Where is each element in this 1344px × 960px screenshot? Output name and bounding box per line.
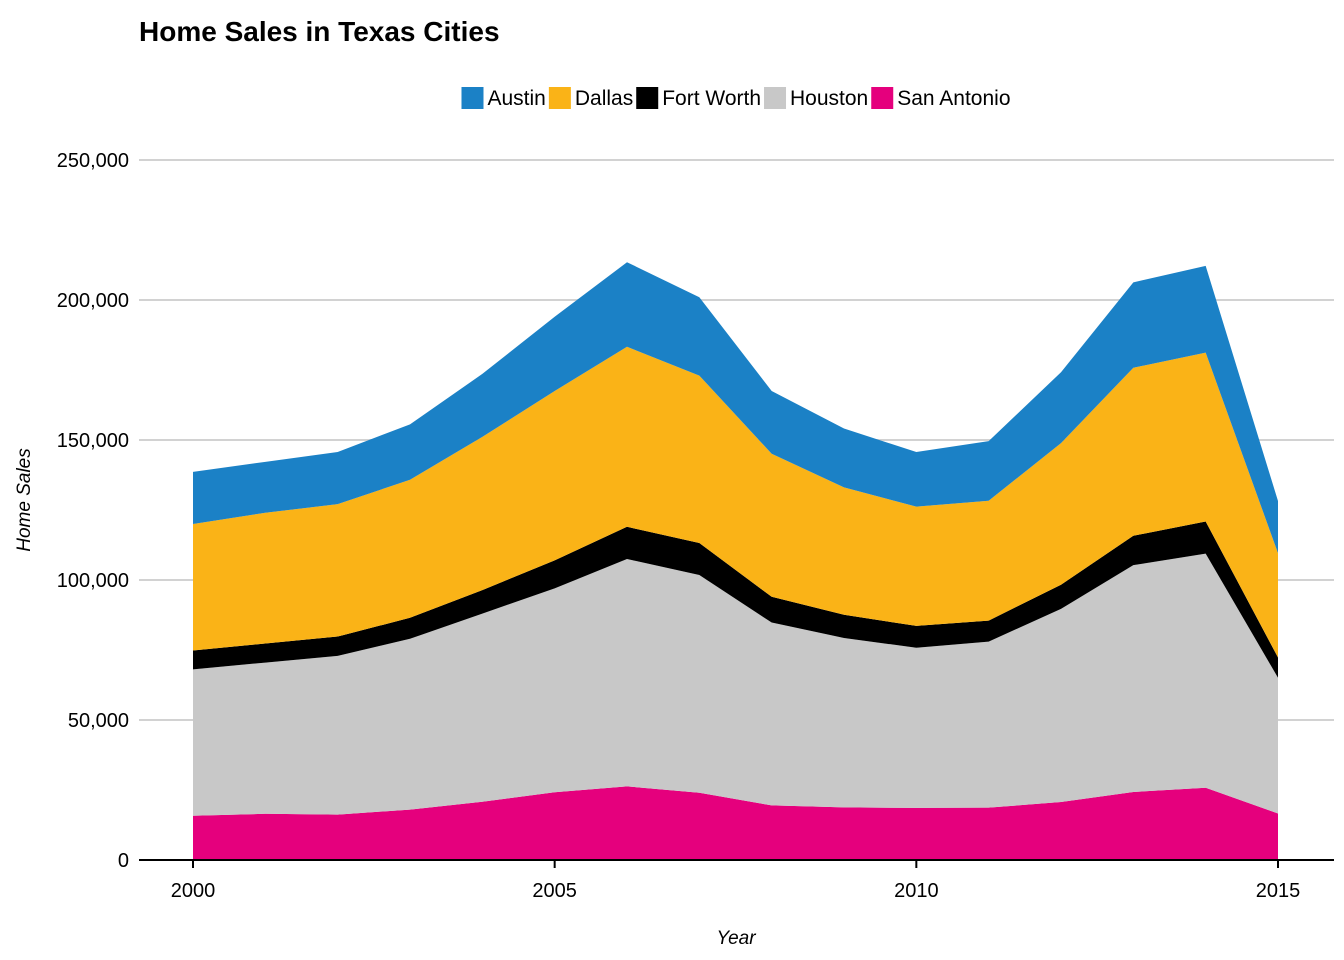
- area-austin: [193, 262, 1278, 554]
- chart-title: Home Sales in Texas Cities: [139, 16, 500, 47]
- legend-label: Fort Worth: [662, 87, 761, 110]
- x-tick-label: 2005: [532, 880, 577, 902]
- y-tick-label: 50,000: [68, 710, 129, 732]
- legend: Austin Dallas Fort Worth Houston San Antonio: [461, 87, 1011, 110]
- legend-swatch: [636, 87, 659, 109]
- y-axis-title: Home Sales: [14, 448, 35, 552]
- area-series: [193, 262, 1278, 860]
- legend-item-san-antonio: San Antonio: [871, 87, 1011, 110]
- y-tick-labels: 0 50,000 100,000 150,000 200,000 250,000: [57, 150, 129, 872]
- area-houston: [193, 553, 1278, 816]
- legend-label: Austin: [487, 87, 545, 110]
- legend-swatch: [871, 87, 894, 109]
- x-tick-label: 2000: [171, 880, 216, 902]
- legend-label: Houston: [790, 87, 868, 110]
- legend-label: Dallas: [575, 87, 633, 110]
- legend-label: San Antonio: [897, 87, 1010, 110]
- x-tick-labels: 2000 2005 2010 2015: [171, 880, 1301, 902]
- legend-item-fort-worth: Fort Worth: [636, 87, 761, 110]
- x-tick-label: 2015: [1256, 880, 1301, 902]
- area-fort-worth: [193, 521, 1278, 678]
- x-axis-title: Year: [716, 928, 756, 949]
- x-tick-label: 2010: [894, 880, 939, 902]
- legend-swatch: [548, 87, 571, 109]
- legend-item-austin: Austin: [461, 87, 546, 110]
- legend-swatch: [764, 87, 787, 109]
- area-san-antonio: [193, 786, 1278, 860]
- y-tick-label: 200,000: [57, 290, 129, 312]
- legend-item-dallas: Dallas: [548, 87, 633, 110]
- y-tick-label: 250,000: [57, 150, 129, 172]
- y-tick-label: 100,000: [57, 570, 129, 592]
- legend-swatch: [461, 87, 484, 109]
- y-tick-label: 150,000: [57, 430, 129, 452]
- y-tick-label: 0: [118, 850, 129, 872]
- area-dallas: [193, 346, 1278, 658]
- legend-item-houston: Houston: [764, 87, 868, 110]
- axes: [139, 859, 1334, 868]
